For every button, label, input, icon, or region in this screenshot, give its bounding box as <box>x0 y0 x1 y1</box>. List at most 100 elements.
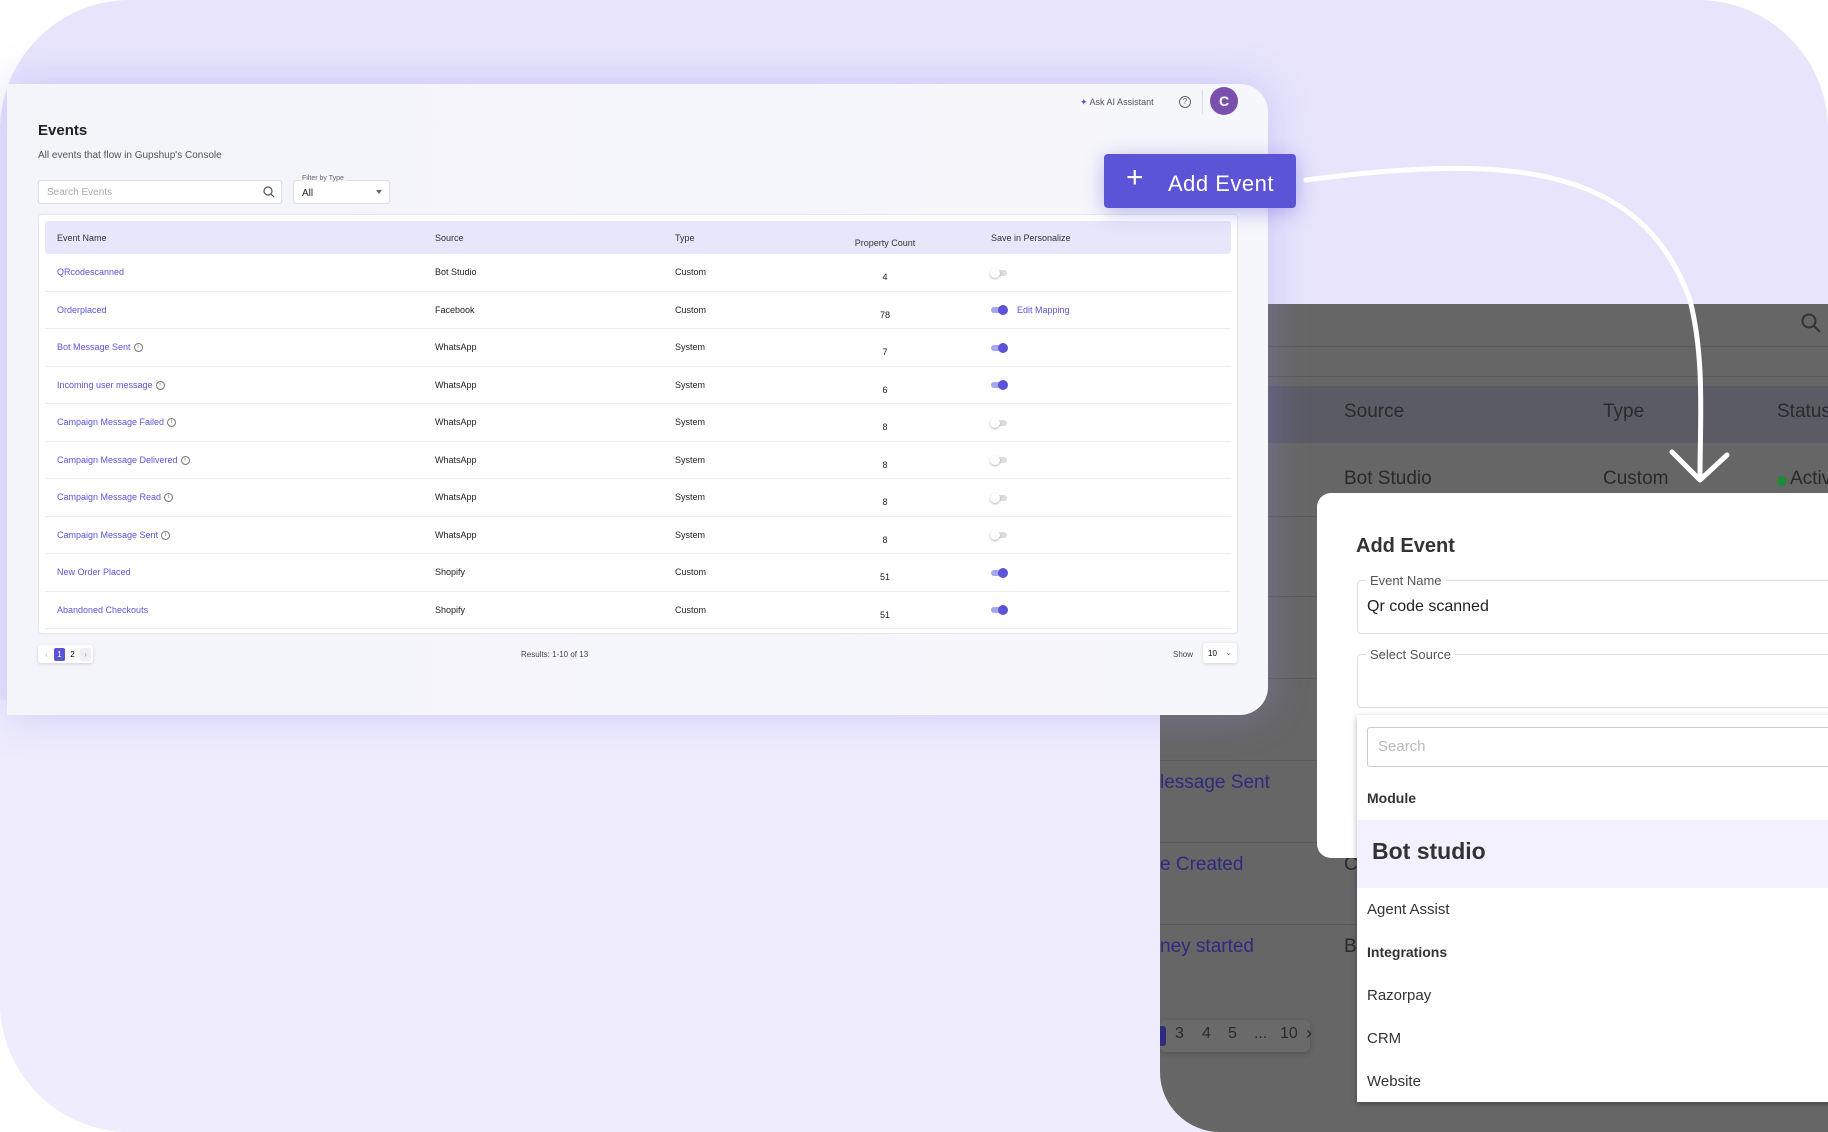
table-row: Campaign Message Delivered i WhatsApp Sys… <box>45 442 1231 479</box>
event-name-field[interactable]: Event Name Qr code scanned <box>1357 573 1828 634</box>
event-name-link[interactable]: Orderplaced <box>57 304 107 315</box>
type-cell: System <box>675 454 706 465</box>
option-agent-assist[interactable]: Agent Assist <box>1367 901 1450 918</box>
save-toggle[interactable] <box>990 267 1007 278</box>
search-input[interactable]: Search Events <box>38 180 282 204</box>
property-count-value: 7 <box>882 347 888 358</box>
source-dropdown: Search Module Bot studio Agent Assist In… <box>1357 715 1828 1102</box>
event-name-cell: Campaign Message Delivered i <box>57 455 190 465</box>
partial-source: B <box>1344 936 1357 957</box>
type-cell: System <box>675 529 706 540</box>
save-toggle[interactable] <box>990 492 1007 503</box>
source-cell: WhatsApp <box>435 454 477 465</box>
event-name-cell: Abandoned Checkouts <box>57 605 148 615</box>
avatar[interactable]: C <box>1210 87 1238 115</box>
event-name-link[interactable]: Campaign Message Read <box>57 492 162 503</box>
save-cell <box>991 567 1008 578</box>
source-cell: WhatsApp <box>435 492 477 503</box>
info-icon[interactable]: i <box>161 530 171 540</box>
save-toggle[interactable] <box>991 342 1008 353</box>
info-icon[interactable]: i <box>167 418 177 428</box>
table-row: Campaign Message Failed i WhatsApp System… <box>45 404 1231 442</box>
save-toggle[interactable] <box>991 380 1008 391</box>
save-toggle[interactable] <box>991 605 1008 616</box>
property-count-value: 8 <box>882 422 888 433</box>
col-type: Type <box>1603 401 1645 422</box>
help-icon[interactable]: ? <box>1179 96 1191 108</box>
prev-page-button[interactable]: ‹ <box>45 650 48 659</box>
next-page-button[interactable]: › <box>80 648 91 661</box>
save-toggle[interactable] <box>991 567 1008 578</box>
filter-by-type-select[interactable]: Filter by Type All <box>293 175 390 204</box>
page-size-value: 10 <box>1208 649 1217 658</box>
row-source: Bot Studio <box>1344 468 1432 489</box>
property-count-value: 51 <box>879 572 891 583</box>
row-status: Active <box>1790 468 1828 489</box>
partial-name: e Created <box>1160 854 1244 875</box>
page-1-button[interactable]: 1 <box>54 648 65 661</box>
show-label: Show <box>1173 650 1194 659</box>
info-icon[interactable]: i <box>133 343 143 353</box>
event-name-link[interactable]: Campaign Message Delivered <box>57 454 178 465</box>
event-name-link[interactable]: Incoming user message <box>57 379 153 390</box>
event-name-link[interactable]: Campaign Message Sent <box>57 529 159 540</box>
filter-value: All <box>302 188 314 199</box>
ellipsis: ... <box>1254 1025 1268 1042</box>
property-count-value: 6 <box>882 384 888 395</box>
event-name-link[interactable]: Abandoned Checkouts <box>57 604 149 615</box>
save-toggle[interactable] <box>990 455 1007 466</box>
edit-mapping-link[interactable]: Edit Mapping <box>1017 304 1070 315</box>
ask-ai-button[interactable]: ✦ Ask AI Assistant <box>1080 97 1154 108</box>
type-cell: System <box>675 492 706 503</box>
source-cell: Shopify <box>435 604 466 615</box>
page-10: 10 <box>1280 1025 1298 1042</box>
select-source-label: Select Source <box>1366 647 1455 662</box>
event-name-cell: Campaign Message Failed i <box>57 417 177 428</box>
dropdown-search-input[interactable]: Search <box>1367 727 1828 767</box>
event-name-cell: Orderplaced <box>57 305 107 315</box>
dropdown-search-placeholder: Search <box>1378 738 1426 755</box>
modal-title: Add Event <box>1356 535 1455 557</box>
results-count: Results: 1-10 of 13 <box>521 650 589 659</box>
save-toggle[interactable] <box>990 417 1007 428</box>
event-name-link[interactable]: New Order Placed <box>57 567 131 578</box>
option-bot-studio[interactable]: Bot studio <box>1357 820 1828 888</box>
save-cell <box>990 267 1007 278</box>
save-cell <box>990 492 1007 503</box>
option-crm[interactable]: CRM <box>1367 1030 1402 1047</box>
event-name-link[interactable]: Bot Message Sent <box>57 342 131 353</box>
sparkle-icon: ✦ <box>1080 97 1090 107</box>
save-cell: Edit Mapping <box>991 304 1070 316</box>
info-icon[interactable]: i <box>155 380 165 390</box>
chevron-down-icon: ⌄ <box>1225 648 1232 657</box>
save-cell <box>990 417 1007 428</box>
event-name-cell: QRcodescanned <box>57 267 124 277</box>
col-property-count-label: Property Count <box>854 237 916 248</box>
group-module: Module <box>1367 790 1416 806</box>
col-event-name: Event Name <box>57 232 107 243</box>
info-icon[interactable]: i <box>164 493 174 503</box>
event-name-link[interactable]: Campaign Message Failed <box>57 417 165 428</box>
info-icon[interactable]: i <box>180 455 190 465</box>
event-name-cell: Incoming user message i <box>57 380 165 390</box>
search-icon <box>263 186 275 198</box>
type-cell: Custom <box>675 604 707 615</box>
option-razorpay[interactable]: Razorpay <box>1367 987 1432 1004</box>
save-toggle[interactable] <box>991 305 1008 316</box>
partial-name: lessage Sent <box>1160 772 1270 793</box>
source-cell: WhatsApp <box>435 379 477 390</box>
select-source-field[interactable]: Select Source <box>1357 647 1828 708</box>
event-name-link[interactable]: QRcodescanned <box>57 267 125 278</box>
option-website[interactable]: Website <box>1367 1073 1421 1090</box>
page-4: 4 <box>1202 1025 1211 1042</box>
event-name-cell: New Order Placed <box>57 567 131 577</box>
next-icon: › <box>1306 1023 1312 1043</box>
col-status: Status <box>1777 401 1828 422</box>
add-event-button[interactable]: + Add Event <box>1104 154 1296 208</box>
divider <box>1202 90 1203 114</box>
filter-label: Filter by Type <box>300 175 346 182</box>
type-cell: System <box>675 417 706 428</box>
page-2-button[interactable]: 2 <box>70 650 75 659</box>
page-size-select[interactable]: 10 ⌄ <box>1203 643 1237 663</box>
save-toggle[interactable] <box>990 530 1007 541</box>
